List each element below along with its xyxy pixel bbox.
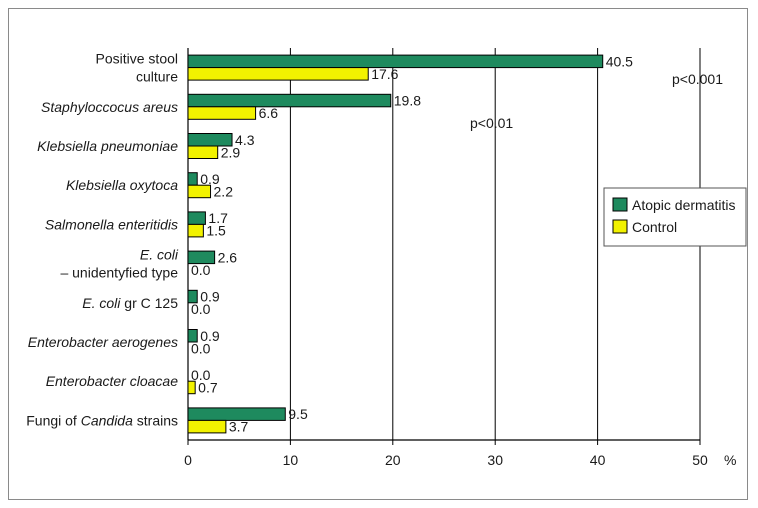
category-label-part: Staphyloccocus areus [41, 99, 178, 115]
category-label: Fungi of Candida strains [26, 412, 178, 428]
data-label: 9.5 [288, 406, 308, 422]
data-label: 0.7 [198, 379, 218, 395]
category-label: Salmonella enteritidis [45, 216, 178, 232]
data-label: 1.5 [206, 223, 226, 239]
data-label: 0.0 [191, 301, 211, 317]
data-label: 2.6 [218, 249, 238, 265]
data-label: 1.7 [208, 210, 228, 226]
category-label: E. coli gr C 125 [82, 295, 178, 311]
bar-atopic-dermatitis [187, 93, 392, 108]
category-label-part: E. coli [82, 295, 121, 311]
chart-frame [8, 8, 748, 500]
category-label-part: Enterobacter aerogenes [28, 334, 178, 350]
data-label: 0.0 [191, 340, 211, 356]
bar-control [187, 223, 204, 238]
legend-box [603, 187, 747, 247]
category-label-part: Fungi of [26, 412, 80, 428]
category-label: Enterobacter aerogenes [28, 334, 178, 350]
category-label-part: Positive stool [96, 51, 178, 67]
data-label: 2.2 [214, 183, 234, 199]
category-label-part: strains [133, 412, 178, 428]
x-tick-label: 40 [590, 452, 606, 468]
data-label: 0.9 [200, 171, 220, 187]
bar-control [187, 106, 257, 120]
category-label-part: Klebsiella oxytoca [66, 177, 178, 193]
bar-control [187, 67, 369, 81]
bar-control [187, 419, 227, 434]
legend-label: Atopic dermatitis [632, 197, 735, 213]
category-label: Positive stool [96, 51, 178, 67]
bar-control [187, 145, 219, 159]
x-tick-label: 0 [184, 452, 192, 468]
category-label-part: Enterobacter cloacae [46, 373, 179, 389]
data-label: 0.9 [200, 328, 220, 344]
bar-atopic-dermatitis [187, 250, 216, 265]
bar-atopic-dermatitis [187, 329, 198, 343]
category-label-part: – unidentyfied type [60, 265, 178, 281]
category-label: E. coli [140, 247, 179, 263]
legend-swatch [612, 219, 628, 234]
p-value-annotation: p<0.01 [470, 115, 513, 131]
bar-atopic-dermatitis [187, 54, 604, 69]
x-tick-label: 20 [385, 452, 401, 468]
category-label-part: Candida [81, 412, 133, 428]
category-label: Staphyloccocus areus [41, 99, 178, 115]
category-label-part: E. coli [140, 247, 179, 263]
x-tick-label: 50 [692, 452, 708, 468]
bar-atopic-dermatitis [187, 172, 198, 186]
data-label: 6.6 [259, 105, 279, 121]
category-label: Klebsiella oxytoca [66, 177, 178, 193]
category-label: Enterobacter cloacae [46, 373, 179, 389]
bar-atopic-dermatitis [187, 407, 286, 421]
legend-label: Control [632, 219, 677, 235]
legend-swatch [612, 197, 628, 212]
data-label: 0.9 [200, 289, 220, 305]
bar-atopic-dermatitis [187, 211, 206, 225]
data-label: 2.9 [221, 144, 241, 160]
bar-atopic-dermatitis [187, 289, 198, 304]
data-label: 0.0 [191, 262, 211, 278]
data-label: 3.7 [229, 419, 249, 435]
category-label: Klebsiella pneumoniae [37, 138, 178, 154]
data-label: 17.6 [371, 66, 398, 82]
x-tick-label: 10 [283, 452, 299, 468]
bar-control [187, 380, 196, 395]
category-label-part: Klebsiella pneumoniae [37, 138, 178, 154]
x-tick-label: 30 [487, 452, 503, 468]
bar-control [187, 184, 212, 199]
x-unit-label: % [724, 452, 736, 468]
category-label: – unidentyfied type [60, 265, 178, 281]
data-label: 40.5 [606, 53, 633, 69]
category-label-part: Salmonella enteritidis [45, 216, 178, 232]
category-label-part: gr C 125 [120, 295, 178, 311]
p-value-annotation: p<0.001 [672, 71, 723, 87]
data-label: 19.8 [394, 93, 421, 109]
category-label-part: culture [136, 69, 178, 85]
data-label: 0.0 [191, 367, 211, 383]
data-label: 4.3 [235, 132, 255, 148]
category-label: culture [136, 69, 178, 85]
